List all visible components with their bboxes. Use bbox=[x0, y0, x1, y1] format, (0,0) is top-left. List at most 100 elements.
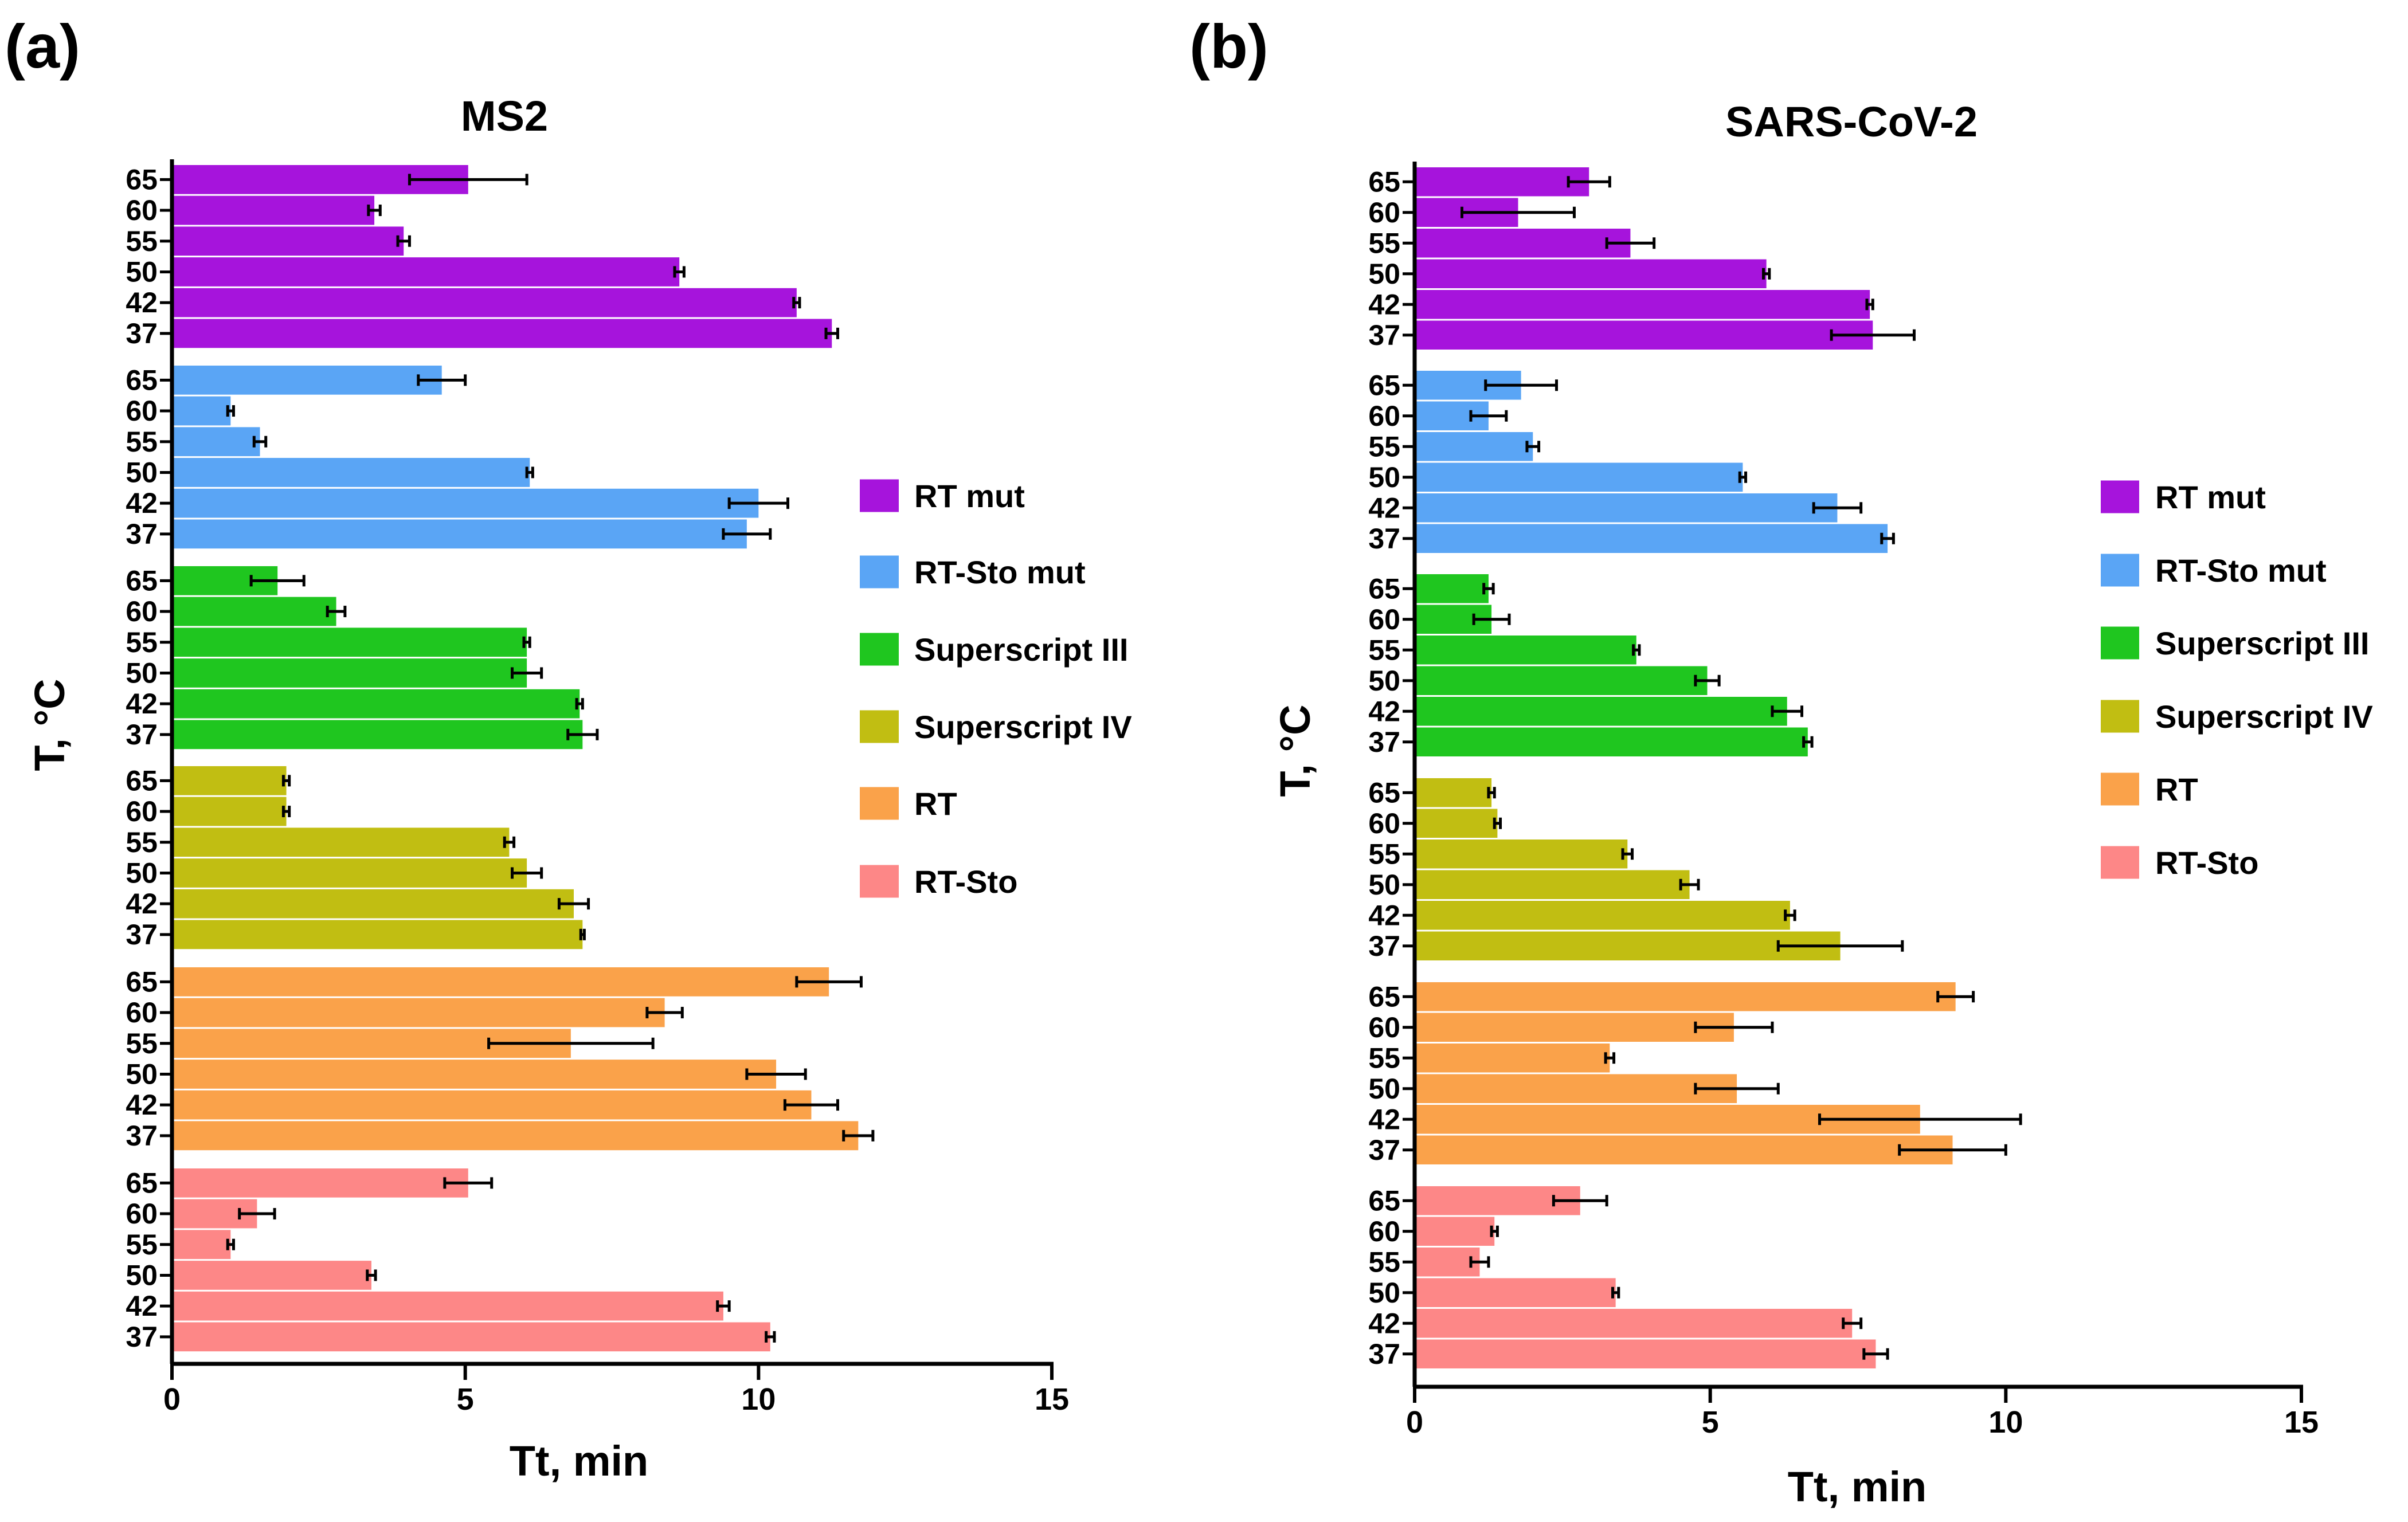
error-bar bbox=[252, 436, 268, 448]
y-tick-label: 50 bbox=[1368, 665, 1400, 697]
error-bar bbox=[557, 898, 590, 910]
bar bbox=[1415, 320, 1873, 350]
bar bbox=[1415, 697, 1787, 726]
y-tick-label: 42 bbox=[126, 688, 158, 720]
y-tick-label: 60 bbox=[126, 997, 158, 1029]
y-tick-label: 42 bbox=[1368, 899, 1400, 931]
y-tick-label: 50 bbox=[126, 1058, 158, 1090]
x-tick-label: 5 bbox=[1702, 1405, 1719, 1439]
y-tick-label: 50 bbox=[1368, 869, 1400, 901]
legend-label: RT-Sto bbox=[2155, 845, 2258, 881]
error-bar bbox=[716, 1300, 731, 1312]
error-bar bbox=[1694, 1021, 1774, 1033]
error-bar bbox=[522, 636, 531, 648]
error-bar bbox=[396, 235, 411, 247]
error-bar bbox=[226, 405, 235, 417]
bar bbox=[1415, 1339, 1876, 1368]
y-tick-label: 50 bbox=[1368, 1277, 1400, 1309]
y-tick-label: 42 bbox=[126, 1290, 158, 1322]
legend-label: RT-Sto mut bbox=[2155, 552, 2327, 589]
error-bar bbox=[1487, 787, 1496, 799]
error-bar bbox=[525, 466, 534, 478]
legend-swatch bbox=[2101, 626, 2139, 660]
bar bbox=[1415, 778, 1492, 807]
y-tick-label: 37 bbox=[1368, 1134, 1400, 1166]
error-bar bbox=[1525, 441, 1541, 453]
bar bbox=[1415, 1074, 1737, 1103]
error-bar bbox=[1880, 532, 1895, 544]
error-bar bbox=[645, 1007, 684, 1019]
y-tick-label: 65 bbox=[126, 966, 158, 998]
y-tick-label: 42 bbox=[126, 888, 158, 920]
legend-label: Superscript III bbox=[914, 631, 1128, 668]
bar bbox=[1415, 727, 1808, 756]
legend-label: RT mut bbox=[914, 478, 1025, 514]
y-tick-label: 60 bbox=[126, 595, 158, 627]
x-tick-label: 0 bbox=[1406, 1405, 1423, 1439]
y-tick-label: 60 bbox=[1368, 400, 1400, 432]
y-axis-title: T, °C bbox=[1271, 704, 1319, 797]
error-bar bbox=[326, 606, 347, 618]
y-tick-label: 55 bbox=[126, 225, 158, 257]
error-bar bbox=[1738, 471, 1748, 483]
error-bar bbox=[238, 1208, 276, 1220]
y-tick-label: 55 bbox=[126, 1027, 158, 1060]
bar bbox=[172, 288, 797, 317]
legend-entry: RT-Sto bbox=[860, 864, 1017, 900]
error-bar bbox=[1936, 991, 1975, 1003]
error-bar bbox=[408, 174, 528, 186]
error-bar bbox=[367, 205, 382, 217]
y-tick-label: 37 bbox=[1368, 726, 1400, 758]
bar bbox=[1415, 259, 1767, 288]
y-tick-label: 42 bbox=[1368, 1307, 1400, 1339]
bar bbox=[172, 920, 583, 950]
y-tick-label: 55 bbox=[126, 426, 158, 458]
bar bbox=[172, 1291, 723, 1321]
error-bar bbox=[417, 374, 467, 386]
y-tick-label: 65 bbox=[1368, 1184, 1400, 1217]
chart-sars-cov-2: SARS-CoV-2 Tt, min T, °C 656055504237656… bbox=[1271, 98, 2373, 1511]
bar bbox=[172, 858, 527, 888]
error-bar bbox=[503, 836, 516, 848]
y-tick-label: 37 bbox=[126, 919, 158, 951]
error-bar bbox=[722, 528, 772, 540]
error-bar bbox=[1812, 502, 1863, 514]
legend-swatch bbox=[860, 633, 899, 666]
error-bar bbox=[1776, 940, 1904, 952]
y-tick-label: 55 bbox=[1368, 1246, 1400, 1278]
bar bbox=[172, 1230, 231, 1260]
bar bbox=[1415, 1013, 1734, 1042]
x-tick-label: 10 bbox=[741, 1382, 776, 1417]
bar bbox=[172, 889, 574, 919]
error-bar bbox=[566, 728, 599, 740]
y-tick-label: 37 bbox=[1368, 523, 1400, 555]
legend-swatch bbox=[860, 555, 899, 589]
legend-label: RT bbox=[2155, 771, 2198, 807]
error-bar bbox=[1830, 329, 1916, 341]
plot-area: 6560555042376560555042376560555042376560… bbox=[1368, 162, 2319, 1439]
bar bbox=[172, 226, 404, 256]
y-tick-label: 50 bbox=[126, 657, 158, 689]
chart-title: MS2 bbox=[461, 92, 548, 140]
bar bbox=[1415, 167, 1589, 197]
panel-label-a: (a) bbox=[5, 11, 80, 81]
y-tick-label: 65 bbox=[1368, 369, 1400, 401]
x-tick-label: 0 bbox=[163, 1382, 181, 1417]
y-tick-label: 50 bbox=[1368, 1073, 1400, 1105]
legend-swatch bbox=[860, 865, 899, 898]
legend-label: RT-Sto mut bbox=[914, 554, 1086, 590]
error-bar bbox=[1611, 1286, 1620, 1299]
bar bbox=[1415, 1217, 1495, 1246]
y-tick-label: 55 bbox=[1368, 838, 1400, 870]
bar bbox=[172, 366, 442, 395]
bar bbox=[172, 1090, 812, 1120]
y-tick-label: 50 bbox=[126, 456, 158, 488]
